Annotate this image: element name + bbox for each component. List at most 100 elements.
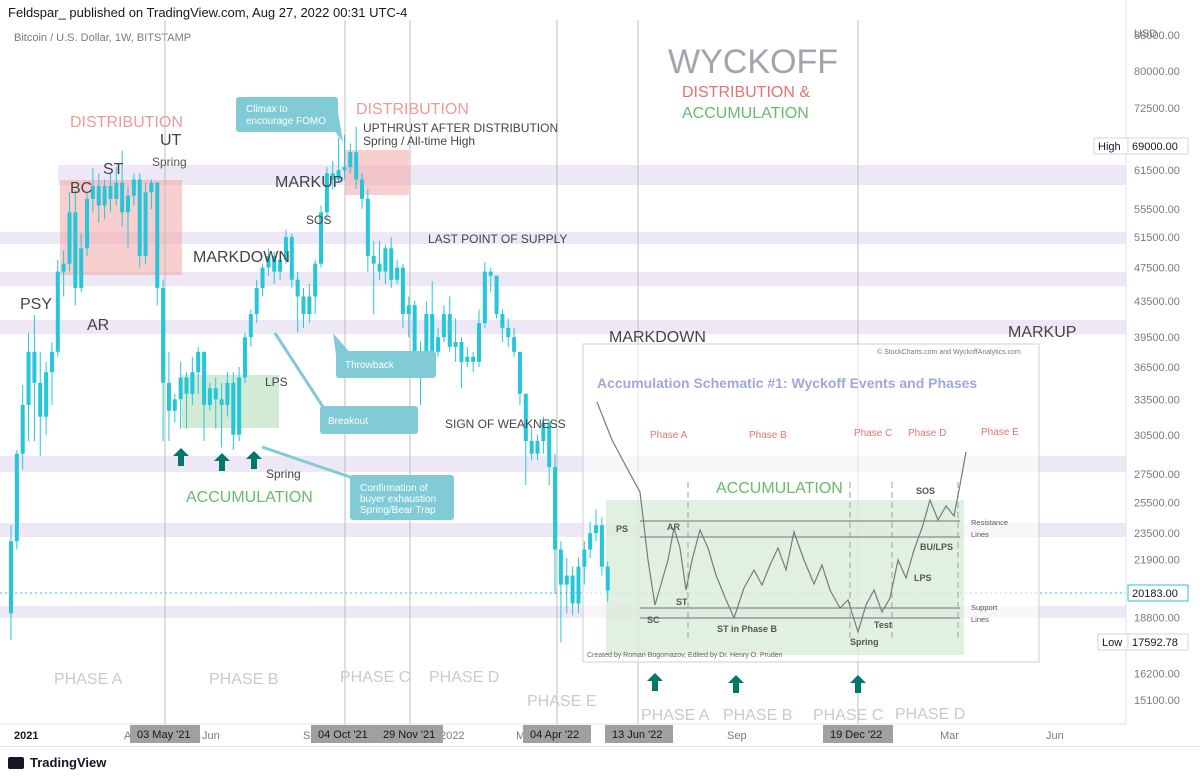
candle-body	[365, 198, 370, 256]
low-label: Low	[1102, 637, 1122, 649]
candle-body	[488, 271, 493, 276]
tradingview-logo-icon	[8, 756, 24, 769]
tradingview-logo[interactable]: TradingView	[8, 755, 106, 770]
price-tick-label: 47500.00	[1134, 263, 1180, 275]
candle-body	[166, 382, 171, 411]
candle-body	[126, 195, 130, 213]
schematic-phase-dividers	[687, 482, 959, 640]
schematic-accumulation-zone	[606, 500, 964, 655]
label-markup-1: MARKUP	[275, 174, 343, 191]
price-tick-label: 27500.00	[1134, 469, 1180, 481]
candle-body	[441, 314, 446, 338]
price-tick-label: 16200.00	[1134, 668, 1180, 680]
price-tick-label: 36500.00	[1134, 362, 1180, 374]
candle-body	[219, 399, 224, 406]
candle-body	[430, 314, 435, 352]
candle-body	[599, 525, 604, 567]
schematic-spring: Spring	[850, 637, 879, 647]
candle-body	[342, 167, 347, 171]
candle-body	[79, 248, 84, 289]
schematic-texts: © StockCharts.com and WyckoffAnalytics.c…	[587, 348, 1021, 659]
candle-body	[588, 533, 593, 550]
candle-body	[500, 314, 505, 328]
date-marker-box	[823, 725, 893, 743]
current-price-value: 20183.00	[1132, 588, 1178, 600]
callout-breakout-text: Breakout	[328, 416, 368, 427]
candle-body	[237, 377, 242, 435]
candle-body	[459, 342, 464, 362]
band-3	[0, 272, 1126, 286]
candle-body	[254, 288, 259, 315]
price-axis-currency: USD	[1134, 28, 1157, 40]
candle-body	[319, 212, 324, 264]
chart-svg[interactable]: USD 88000.00 80000.00 72500.00 61500.00 5550…	[0, 0, 1200, 746]
candle-body	[49, 351, 54, 373]
low-value-box	[1127, 633, 1189, 651]
candle-body	[243, 337, 247, 378]
phase-future-d: PHASE D	[895, 706, 965, 723]
date-marker-nov21: 29 Nov '21	[383, 729, 435, 741]
high-value: 69000.00	[1132, 141, 1178, 153]
candle-body	[202, 351, 207, 406]
phase-labels: PHASE A PHASE B PHASE C PHASE D PHASE E …	[54, 669, 965, 724]
callout-climax-line-2: encourage FOMO	[246, 116, 326, 127]
date-marker-box	[605, 725, 673, 743]
callout-confirm-line-3: Spring/Bear Trap	[360, 505, 436, 516]
candle-body	[482, 271, 487, 324]
price-tick-label: 39500.00	[1134, 332, 1180, 344]
candle-body	[506, 327, 511, 338]
candle-body	[564, 575, 569, 585]
accumulation-schematic	[582, 343, 1040, 663]
candle-body	[477, 323, 481, 362]
candle-body	[225, 382, 230, 406]
label-accumulation-1: ACCUMULATION	[186, 489, 313, 506]
candle-body	[38, 382, 43, 417]
price-tick-label: 15100.00	[1134, 695, 1180, 707]
candle-body	[102, 185, 107, 206]
phase-future-a: PHASE A	[641, 707, 710, 724]
candle-body	[377, 263, 382, 272]
candle-body	[149, 182, 154, 193]
candle-body	[108, 185, 113, 199]
label-markdown-2: MARKDOWN	[609, 329, 706, 346]
time-axis[interactable]: 2021 A Jun Se 2022 M Sep Mar Jun 03 May …	[0, 723, 1126, 743]
price-tick-label: 23500.00	[1134, 528, 1180, 540]
time-label-mar2: Mar	[940, 730, 959, 742]
schematic-support-2: Lines	[971, 615, 989, 624]
price-axis[interactable]: USD 88000.00 80000.00 72500.00 61500.00 5550…	[1093, 0, 1189, 724]
candle-body	[67, 212, 72, 264]
schematic-phase-a: Phase A	[650, 430, 688, 441]
label-markdown-1: MARKDOWN	[193, 249, 290, 266]
candle-body	[231, 382, 236, 435]
label-accumulation-2: ACCUMULATION	[716, 480, 843, 497]
low-value: 17592.78	[1132, 637, 1178, 649]
candle-body	[582, 549, 587, 567]
title-distribution: DISTRIBUTION &	[682, 84, 810, 101]
label-spring-2: Spring	[266, 467, 301, 481]
price-tick-label: 72500.00	[1134, 103, 1180, 115]
phase-label-c: PHASE C	[340, 669, 410, 686]
candle-body	[465, 356, 470, 362]
time-label-2021: 2021	[14, 730, 38, 742]
price-tick-label: 43500.00	[1134, 296, 1180, 308]
title-accumulation: ACCUMULATION	[682, 105, 809, 122]
schematic-test: Test	[874, 620, 892, 630]
tradingview-brand: TradingView	[30, 755, 107, 770]
candle-body	[447, 314, 452, 347]
callout-throwback	[333, 333, 436, 378]
publish-header: Feldspar_ published on TradingView.com, …	[8, 5, 408, 20]
candle-body	[301, 296, 306, 315]
candle-body	[26, 351, 31, 406]
candle-body	[558, 549, 563, 585]
schematic-st-phase-b: ST in Phase B	[717, 624, 778, 634]
candle-body	[400, 267, 405, 315]
callout-climax	[236, 97, 343, 142]
candle-body	[190, 372, 195, 394]
candle-body	[137, 179, 142, 256]
price-tick-label: 25500.00	[1134, 497, 1180, 509]
label-psy: PSY	[20, 296, 52, 313]
candle-body	[553, 467, 558, 550]
candle-body	[360, 179, 364, 199]
current-price-box	[1127, 584, 1189, 602]
label-markup-2: MARKUP	[1008, 324, 1076, 341]
